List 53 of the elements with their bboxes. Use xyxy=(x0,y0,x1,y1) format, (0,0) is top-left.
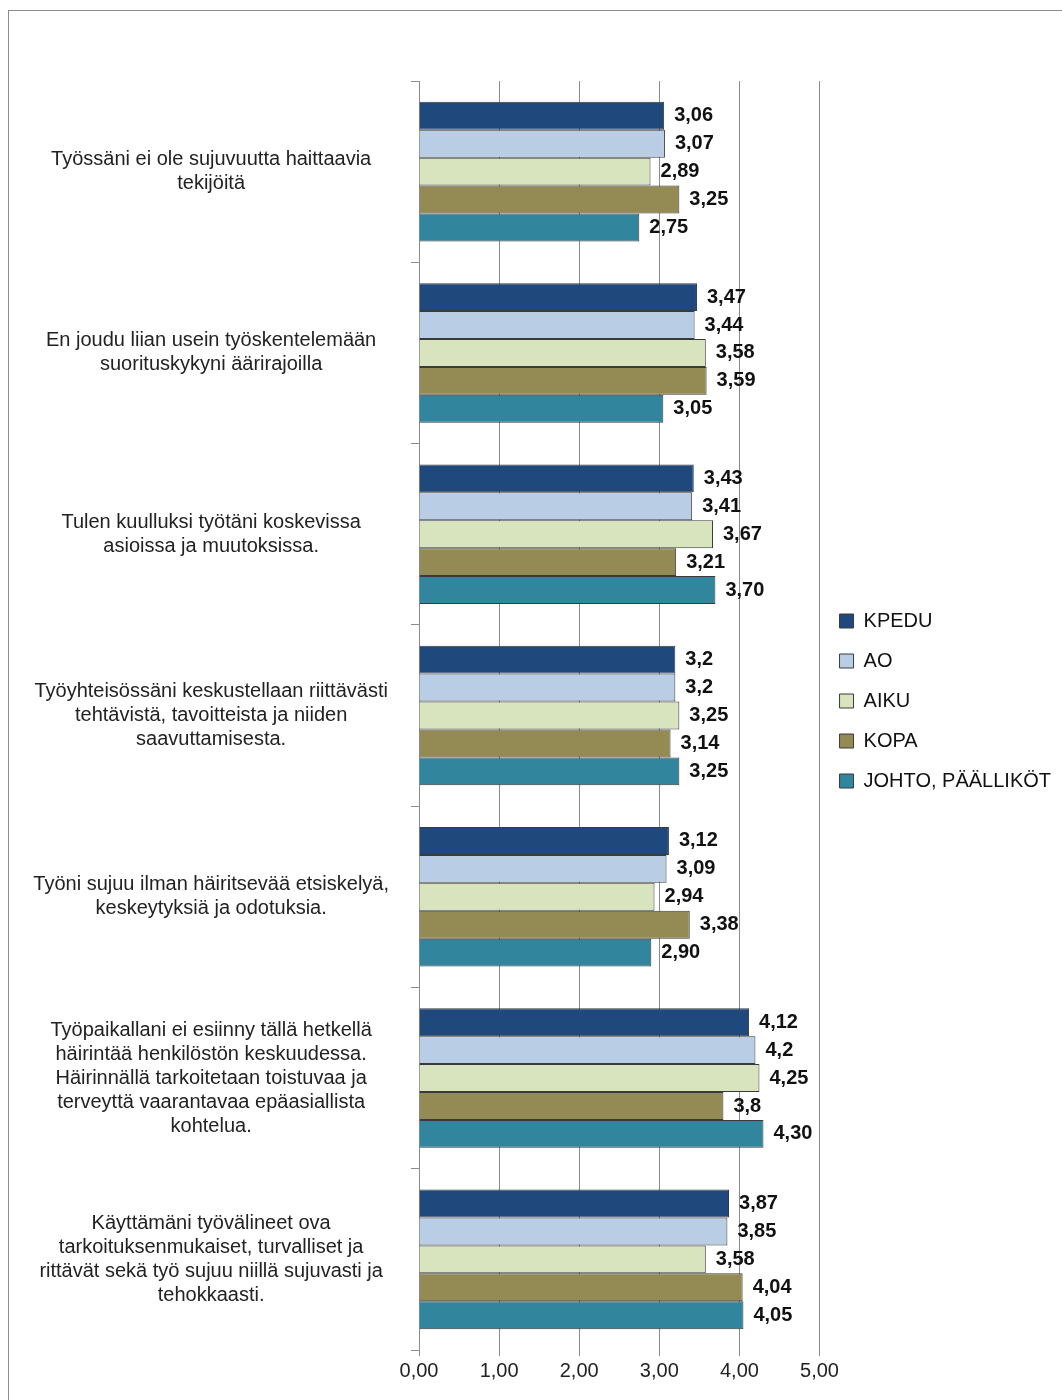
data-label: 3,09 xyxy=(676,856,716,879)
data-label: 3,06 xyxy=(674,103,714,126)
legend-label: AO xyxy=(863,648,893,671)
legend-label: KOPA xyxy=(863,728,919,751)
y-tick-label: Työni sujuu ilman häiritsevää etsiskelyä, keskeytyksiä ja odotuksia. xyxy=(33,872,390,919)
x-tick-label: 0,00 xyxy=(399,1358,439,1381)
data-label: 3,85 xyxy=(737,1218,777,1241)
data-label: 3,12 xyxy=(678,828,718,851)
data-label: 3,59 xyxy=(716,368,756,391)
data-label: 3,21 xyxy=(686,549,726,572)
y-tick-label: Työyhteisössäni keskustellaan riittävästi tehtävistä, tavoitteista ja niiden saavuttamisesta. xyxy=(34,679,388,750)
data-label: 2,90 xyxy=(661,940,701,963)
data-label: 4,04 xyxy=(752,1274,793,1297)
data-label: 3,47 xyxy=(706,284,746,307)
data-label: 2,89 xyxy=(660,159,700,182)
x-tick-label: 4,00 xyxy=(719,1358,759,1381)
data-label: 2,75 xyxy=(649,214,689,237)
data-label: 3,58 xyxy=(715,1246,755,1269)
data-label: 3,14 xyxy=(680,730,721,753)
data-label: 3,70 xyxy=(725,577,765,600)
legend-label: AIKU xyxy=(863,688,911,711)
data-label: 3,25 xyxy=(689,703,729,726)
data-label: 3,2 xyxy=(685,675,714,698)
data-label: 3,05 xyxy=(673,396,713,419)
data-label: 3,87 xyxy=(739,1191,778,1214)
data-label: 4,12 xyxy=(759,1009,798,1032)
x-tick-label: 1,00 xyxy=(479,1358,519,1381)
data-label: 4,2 xyxy=(765,1037,794,1060)
data-label: 3,2 xyxy=(685,647,714,670)
data-label: 4,25 xyxy=(769,1065,809,1088)
data-label: 3,25 xyxy=(689,187,729,210)
x-tick-label: 2,00 xyxy=(559,1358,599,1381)
y-tick-label: Tulen kuulluksi työtäni koskevissa asioissa ja muutoksissa. xyxy=(61,509,362,556)
x-tick-label: 3,00 xyxy=(639,1358,679,1381)
y-tick-label: Työssäni ei ole sujuvuutta haittaavia tekijöitä xyxy=(51,147,373,194)
legend-label: KPEDU xyxy=(863,608,933,631)
data-label: 3,41 xyxy=(702,493,742,516)
data-label: 3,58 xyxy=(715,340,755,363)
data-label: 3,8 xyxy=(733,1093,762,1116)
legend-label: JOHTO, PÄÄLLIKÖT xyxy=(863,768,1052,791)
y-tick-label: Työpaikallani ei esiinny tällä hetkellä häirintää henkilöstön keskuudessa. Häirinnällä tarkoitetaan toistuvaa ja terveyttä vaarantavaa epäasiallista kohtelua. xyxy=(50,1017,373,1136)
data-label: 4,05 xyxy=(753,1302,793,1325)
data-label: 3,38 xyxy=(699,912,739,935)
data-label: 4,30 xyxy=(773,1121,813,1144)
data-label: 3,07 xyxy=(674,131,714,154)
data-label: 3,43 xyxy=(703,465,743,488)
data-label: 3,67 xyxy=(723,521,762,544)
data-label: 3,25 xyxy=(689,758,729,781)
y-tick-label: Käyttämäni työvälineet ova tarkoituksenmukaiset, turvalliset ja rittävät sekä työ sujuu niillä sujuvasti ja tehokkaasti. xyxy=(39,1210,384,1305)
data-label: 2,94 xyxy=(664,884,705,907)
y-tick-label: En joudu liian usein työskentelemään suorituskykyni äärirajoilla xyxy=(46,328,377,375)
data-label: 3,44 xyxy=(704,312,745,335)
x-tick-label: 5,00 xyxy=(800,1358,840,1381)
